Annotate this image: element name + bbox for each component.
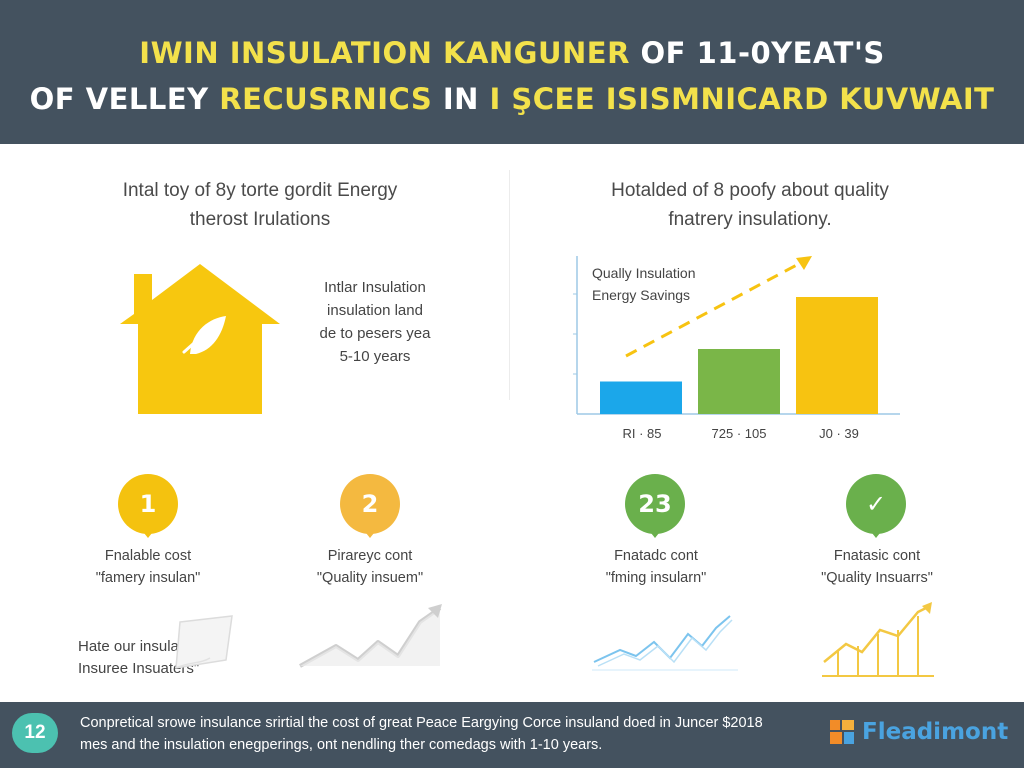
bottom-note: Hate our insulation Insuree Insuaters" xyxy=(78,636,203,680)
house-note-line: de to pesers yea xyxy=(319,325,431,342)
chart-category-label: RI · 85 xyxy=(622,426,662,441)
caption-line: Fnatadc cont xyxy=(614,548,698,564)
checkmark-icon: ✓ xyxy=(865,490,887,518)
badge-caption: Fnalable cost "famery insulan" xyxy=(53,545,243,589)
chart-bar-3 xyxy=(796,297,878,414)
footer-text-line: Conpretical srowe insulance srirtial the… xyxy=(80,715,763,731)
header-title-part: I ŞCEE ISISMNICARD KUVWAIT xyxy=(489,82,995,116)
house-note-line: Intlar Insulation xyxy=(324,279,426,296)
legend-entry: Qually Insulation xyxy=(592,265,696,281)
trend-line xyxy=(625,258,807,358)
header-title-part: IWIN INSULATION KANGUNER xyxy=(139,36,630,70)
bottom-note-line: Insuree Insuaters" xyxy=(78,660,200,677)
header-title-line2: OF VELLEY RECUSRNICS IN I ŞCEE ISISMNICA… xyxy=(0,82,1024,116)
step-badge-2: 2 xyxy=(340,474,400,538)
header-title-part: RECUSRNICS xyxy=(219,82,433,116)
badge-caption: Pirareyc cont "Quality insuem" xyxy=(275,545,465,589)
paper-sketch-icon xyxy=(175,615,233,669)
caption-line: Fnalable cost xyxy=(104,548,192,564)
badge-label: 1 xyxy=(139,490,157,518)
brand-mark-icon xyxy=(830,720,854,744)
yellow-bar-sketch-icon xyxy=(822,602,934,677)
left-title-line2: therost Irulations xyxy=(189,209,331,230)
caption-line: "Quality insuem" xyxy=(316,570,424,586)
right-title-line1: Hotalded of 8 poofy about quality xyxy=(611,180,889,201)
header-title-line1: IWIN INSULATION KANGUNER OF 11-0YEAT'S xyxy=(0,36,1024,70)
chart-bar-1 xyxy=(600,381,682,414)
badge-caption: Fnatadc cont "fming insularn" xyxy=(561,545,751,589)
caption-line: "fming insularn" xyxy=(605,570,707,586)
badge-label: 2 xyxy=(361,490,379,518)
header-title-part: OF VELLEY xyxy=(29,82,220,116)
step-badge-3: 23 xyxy=(625,474,685,538)
brand-name: Fleadimont xyxy=(862,719,1009,745)
footer-text: Conpretical srowe insulance srirtial the… xyxy=(80,712,820,756)
house-note-line: 5-10 years xyxy=(339,348,411,365)
chart-category-label: J0 · 39 xyxy=(819,426,859,441)
footer-text-line: mes and the insulation enegperings, ont … xyxy=(80,737,603,753)
trend-arrowhead xyxy=(796,256,812,270)
house-leaf-icon xyxy=(120,264,280,414)
brand-logo: Fleadimont xyxy=(828,718,1008,746)
left-title-line1: Intal toy of 8y torte gordit Energy xyxy=(122,180,398,201)
badge-label: 23 xyxy=(638,490,672,518)
left-section-title: Intal toy of 8y torte gordit Energy ther… xyxy=(60,176,460,234)
bar-chart xyxy=(573,256,900,415)
caption-line: Fnatasic cont xyxy=(833,548,921,564)
header-title-part: IN xyxy=(432,82,490,116)
header-banner xyxy=(0,0,1024,144)
caption-line: "Quality Insuarrs" xyxy=(821,570,933,586)
footer-page-number: 12 xyxy=(12,713,58,753)
right-section-title: Hotalded of 8 poofy about quality fnatre… xyxy=(560,176,940,234)
chart-category-label: 725 · 105 xyxy=(711,426,767,441)
bottom-note-line: Hate our insulation xyxy=(78,638,204,655)
house-note-line: insulation land xyxy=(327,302,423,319)
legend-entry: Energy Savings xyxy=(592,287,691,303)
check-badge: ✓ xyxy=(846,474,906,538)
section-divider xyxy=(509,170,510,400)
gray-trend-sketch-icon xyxy=(299,604,442,668)
chart-legend: Qually Insulation Energy Savings xyxy=(592,262,696,306)
badge-caption: Fnatasic cont "Quality Insuarrs" xyxy=(782,545,972,589)
step-badge-1: 1 xyxy=(118,474,178,538)
blue-trend-sketch-icon xyxy=(592,615,738,671)
caption-line: Pirareyc cont xyxy=(327,548,413,564)
header-title-part: OF 11-0YEAT'S xyxy=(629,36,885,70)
house-note: Intlar Insulation insulation land de to … xyxy=(300,276,450,368)
chart-bar-2 xyxy=(698,349,780,414)
right-title-line2: fnatrery insulationy. xyxy=(668,209,832,230)
caption-line: "famery insulan" xyxy=(95,570,201,586)
